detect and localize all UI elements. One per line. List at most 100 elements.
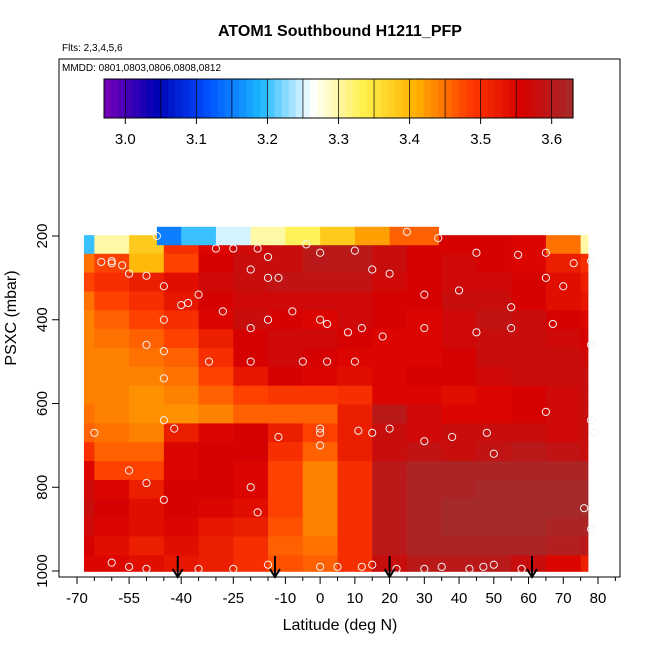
sample-markers	[90, 227, 599, 574]
heatmap-cell	[198, 366, 235, 387]
heatmap-cell	[302, 479, 339, 500]
heatmap-cell	[268, 461, 304, 481]
sample-marker	[472, 248, 481, 257]
heatmap-cell	[163, 348, 200, 368]
heatmap-cell	[302, 291, 339, 312]
top-band-cell	[250, 226, 287, 246]
colorbar-ticks: 3.0 3.1 3.2 3.3 3.4 3.5 3.6	[115, 79, 562, 148]
heatmap-cell	[545, 253, 582, 274]
sample-marker	[159, 315, 168, 324]
heatmap-cell	[406, 498, 443, 519]
heatmap-cell	[476, 272, 512, 293]
sample-marker	[333, 562, 342, 571]
heatmap-cell	[198, 272, 235, 293]
sample-marker	[378, 332, 387, 341]
colorbar-segment	[388, 79, 396, 118]
heatmap-cell	[129, 517, 165, 538]
heatmap-cell	[83, 253, 96, 274]
heatmap-cell	[441, 348, 478, 368]
colorbar-segment	[480, 79, 489, 118]
heatmap-cell	[337, 442, 374, 462]
colorbar-segment	[125, 79, 134, 118]
heatmap-cell	[406, 366, 443, 387]
heatmap-cell	[476, 555, 512, 572]
heatmap-cell	[441, 385, 478, 406]
heatmap-cell	[302, 517, 339, 538]
plot-frame	[58, 58, 621, 578]
colorbar-segment	[267, 79, 276, 118]
top-band-cell	[215, 226, 252, 246]
heatmap-cell	[163, 479, 200, 500]
sample-marker	[357, 324, 366, 333]
x-tick-label: -40	[170, 590, 192, 607]
heatmap-cell	[406, 555, 443, 572]
heatmap-cell	[129, 329, 165, 349]
heatmap-cell	[476, 442, 512, 462]
heatmap-cell	[302, 272, 339, 293]
heatmap-cell	[545, 385, 582, 406]
sample-marker	[159, 374, 168, 383]
heatmap-cell	[511, 442, 547, 462]
colorbar-segment	[146, 79, 155, 118]
sample-marker	[142, 478, 151, 488]
heatmap-cell	[94, 385, 130, 406]
sample-marker	[507, 303, 516, 312]
colorbar-segment	[260, 79, 269, 118]
heatmap-cell	[198, 329, 235, 349]
heatmap-cell	[545, 329, 582, 349]
heatmap-cell	[545, 536, 582, 557]
sample-marker	[152, 231, 161, 241]
heatmap-cell	[268, 348, 304, 368]
heatmap-cell	[441, 253, 478, 274]
heatmap-cell	[476, 423, 512, 444]
sample-marker	[316, 248, 325, 257]
colorbar-segment	[452, 79, 460, 118]
heatmap-cell	[441, 329, 478, 349]
heatmap-cell	[441, 555, 478, 572]
colorbar-segment	[381, 79, 389, 118]
sample-marker	[586, 525, 596, 534]
heatmap-cell	[163, 517, 200, 538]
sample-marker	[586, 257, 596, 266]
sample-marker	[420, 564, 429, 574]
heatmap-cell	[198, 498, 235, 519]
y-tick-label: 200	[34, 223, 51, 248]
heatmap-cell	[511, 366, 547, 387]
heatmap-cell	[129, 498, 165, 519]
heatmap-cell	[406, 517, 443, 538]
colorbar-segment	[345, 79, 354, 118]
heatmap-cell	[163, 253, 200, 274]
sample-marker	[402, 227, 412, 236]
heatmap-cell	[233, 272, 269, 293]
sample-marker	[246, 324, 255, 333]
heatmap-cell	[302, 536, 339, 557]
sample-marker	[97, 257, 106, 267]
heatmap-cell	[129, 348, 165, 368]
colorbar-tick-label: 3.2	[257, 131, 278, 148]
heatmap-cell	[511, 310, 547, 330]
heatmap-cell	[198, 461, 235, 481]
colorbar-segment	[416, 79, 425, 118]
sample-marker	[385, 269, 394, 278]
heatmap-cell	[406, 442, 443, 462]
heatmap-cell	[406, 536, 443, 557]
heatmap-cell	[580, 404, 589, 425]
colorbar-segment	[366, 79, 375, 118]
heatmap-cell	[198, 253, 235, 274]
heatmap-cell	[129, 291, 165, 312]
heatmap-cell	[441, 461, 478, 481]
heatmap-cell	[580, 479, 589, 500]
sample-marker	[159, 495, 168, 504]
heatmap-cell	[233, 555, 269, 572]
sample-marker	[586, 340, 596, 349]
colorbar-segment	[487, 79, 496, 118]
heatmap-cell	[233, 329, 269, 349]
heatmap-cell	[129, 366, 165, 387]
sample-marker	[142, 564, 151, 574]
colorbar-segment	[374, 79, 382, 118]
heatmap-cell	[198, 555, 235, 572]
colorbar-segment	[537, 79, 546, 118]
sample-marker	[316, 424, 325, 433]
colorbar-segment	[167, 79, 176, 118]
heatmap-cell	[268, 442, 304, 462]
